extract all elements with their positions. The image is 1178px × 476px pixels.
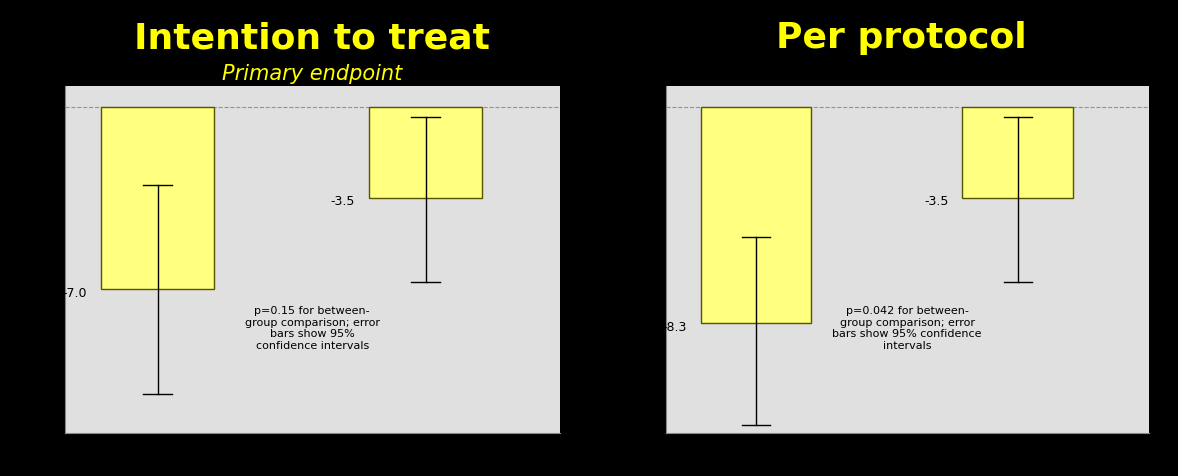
Y-axis label: Mean change in 24h systolic BP (mmHg): Mean change in 24h systolic BP (mmHg) [20,146,29,373]
Bar [962,107,1073,198]
Text: Per protocol: Per protocol [776,21,1026,55]
Text: p=0.15 for between-
group comparison; error
bars show 95%
confidence intervals: p=0.15 for between- group comparison; er… [245,306,379,351]
Text: Primary endpoint: Primary endpoint [221,64,403,84]
Text: Intention to treat: Intention to treat [134,21,490,55]
Text: -3.5: -3.5 [924,196,948,208]
Y-axis label: Mean change in 24h systolic BP (mmHg): Mean change in 24h systolic BP (mmHg) [621,146,630,373]
Text: -7.0: -7.0 [62,287,86,300]
Text: -8.3: -8.3 [662,321,687,334]
Bar [369,107,482,198]
Text: -3.5: -3.5 [330,196,355,208]
Bar [701,107,812,323]
Bar [101,107,214,289]
Text: p=0.042 for between-
group comparison; error
bars show 95% confidence
intervals: p=0.042 for between- group comparison; e… [833,306,981,351]
